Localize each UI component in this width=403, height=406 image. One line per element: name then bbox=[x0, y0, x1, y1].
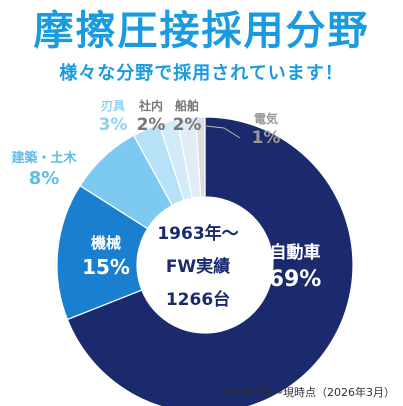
slice-5-value: 2% bbox=[137, 115, 166, 135]
page-title: 摩擦圧接採用分野 bbox=[33, 8, 370, 54]
leader-line-denki bbox=[205, 125, 241, 139]
slice-3-value: 8% bbox=[29, 168, 60, 189]
page-subtitle: 様々な分野で採用されています！ bbox=[59, 63, 344, 84]
slice-6-value: 2% bbox=[173, 115, 202, 135]
center-line-3: 1266台 bbox=[165, 290, 231, 310]
slice-2-label: 機械 bbox=[91, 234, 121, 252]
center-line-2: FW実績 bbox=[165, 257, 231, 277]
slice-1-value: 69% bbox=[269, 267, 322, 292]
slice-7-value: 1% bbox=[252, 128, 281, 148]
slice-3-label: 建築・土木 bbox=[11, 150, 77, 166]
slice-4-label: 刃具 bbox=[101, 99, 125, 113]
slice-2-value: 15% bbox=[82, 255, 130, 279]
slice-6-label: 船舶 bbox=[175, 98, 199, 113]
slice-4-value: 3% bbox=[99, 115, 128, 135]
footnote: ※1963年〜現時点（2026年3月） bbox=[223, 386, 395, 399]
slice-7-label: 電気 bbox=[254, 111, 278, 126]
slice-5-label: 社内 bbox=[138, 98, 163, 113]
slice-1-label: 自動車 bbox=[270, 242, 321, 263]
center-summary: 1963年〜 FW実績 1266台 bbox=[152, 218, 244, 317]
donut-hole bbox=[137, 197, 273, 333]
center-line-1: 1963年〜 bbox=[157, 224, 239, 244]
